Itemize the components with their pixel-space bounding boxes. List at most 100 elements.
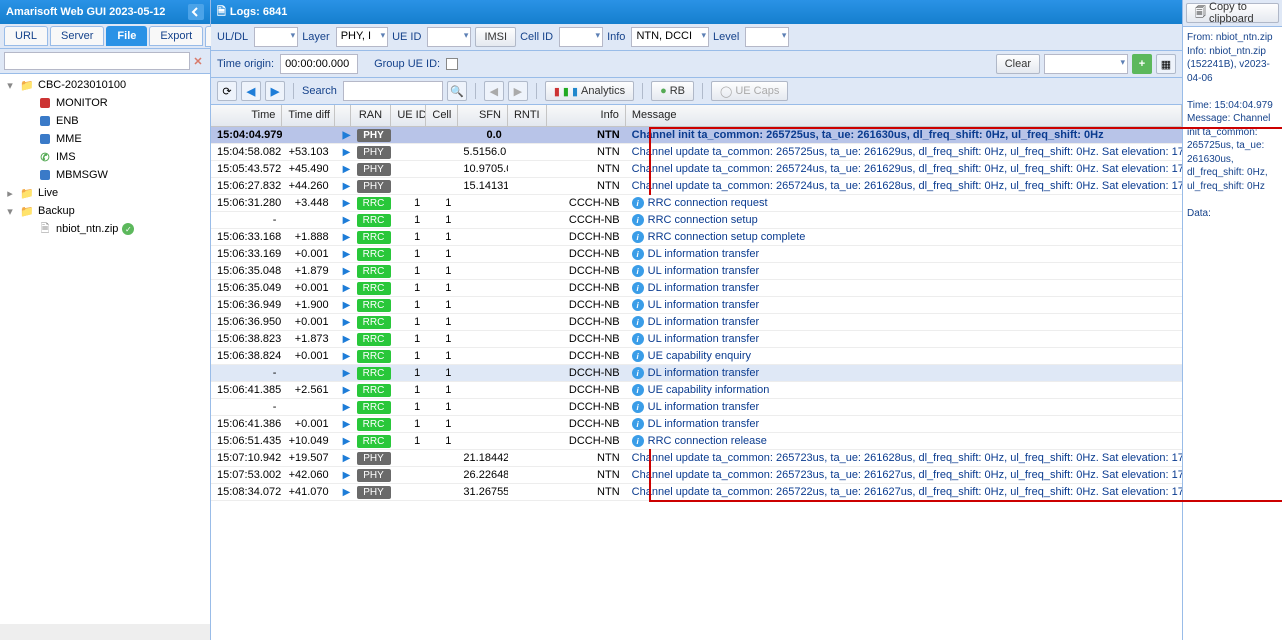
collapse-left-icon[interactable]	[188, 4, 204, 20]
table-row[interactable]: 15:06:38.823+1.873▶RRC11DCCH-NBiUL infor…	[211, 331, 1182, 348]
table-row[interactable]: 15:06:41.385+2.561▶RRC11DCCH-NBiUE capab…	[211, 382, 1182, 399]
uecaps-button[interactable]: ◯ UE Caps	[711, 81, 788, 101]
tree-node[interactable]: MME	[0, 130, 210, 148]
table-row[interactable]: 15:06:33.168+1.888▶RRC11DCCH-NBiRRC conn…	[211, 229, 1182, 246]
expand-icon[interactable]: ▾	[4, 205, 16, 218]
nav-refresh-icon[interactable]: ⟳	[217, 81, 237, 101]
tree-node[interactable]: ✆IMS	[0, 148, 210, 166]
direction-icon: ▶	[343, 368, 351, 379]
table-row[interactable]: -▶RRC11DCCH-NBiDL information transfer	[211, 365, 1182, 382]
tab-server[interactable]: Server	[50, 26, 104, 46]
tree-filter-clear-icon[interactable]: ✕	[190, 55, 206, 68]
cell-msg: Channel update ta_common: 265724us, ta_u…	[626, 180, 1182, 192]
table-row[interactable]: 15:06:36.949+1.900▶RRC11DCCH-NBiUL infor…	[211, 297, 1182, 314]
tree-filter-input[interactable]	[4, 52, 190, 70]
group-ue-checkbox[interactable]	[446, 58, 458, 70]
tab-export[interactable]: Export	[149, 26, 203, 46]
tree-node[interactable]: ▸📁Live	[0, 184, 210, 202]
add-button-icon[interactable]: +	[1132, 54, 1152, 74]
uldl-select[interactable]	[254, 27, 298, 47]
table-row[interactable]: 15:06:36.950+0.001▶RRC11DCCH-NBiDL infor…	[211, 314, 1182, 331]
info-icon: i	[632, 248, 644, 260]
col-cell[interactable]: Cell	[426, 105, 457, 126]
col-info[interactable]: Info	[547, 105, 626, 126]
expand-icon[interactable]: ▸	[4, 187, 16, 200]
layer-label: Layer	[302, 31, 330, 43]
col-diff[interactable]: Time diff	[282, 105, 334, 126]
search-go-icon[interactable]: 🔍	[447, 81, 467, 101]
left-hscroll[interactable]	[0, 624, 210, 640]
clear-select[interactable]	[1044, 54, 1128, 74]
time-origin-input[interactable]	[280, 54, 358, 74]
analytics-button[interactable]: ▮▮▮Analytics	[545, 81, 634, 101]
table-row[interactable]: 15:06:31.280+3.448▶RRC11CCCH-NBiRRC conn…	[211, 195, 1182, 212]
table-row[interactable]: -▶RRC11DCCH-NBiUL information transfer	[211, 399, 1182, 416]
table-row[interactable]: 15:06:35.049+0.001▶RRC11DCCH-NBiDL infor…	[211, 280, 1182, 297]
folder-icon: 📁	[19, 78, 35, 92]
tree-node[interactable]: MBMSGW	[0, 166, 210, 184]
table-row[interactable]: 15:08:34.072+41.070▶PHY31.26755.0NTNChan…	[211, 484, 1182, 501]
col-msg[interactable]: Message	[626, 105, 1182, 126]
cell-dir: ▶	[335, 163, 351, 175]
table-row[interactable]: -▶RRC11CCCH-NBiRRC connection setup	[211, 212, 1182, 229]
table-row[interactable]: 15:07:10.942+19.507▶PHY21.18442.0NTNChan…	[211, 450, 1182, 467]
search-next-icon[interactable]: ▶	[508, 81, 528, 101]
table-row[interactable]: 15:06:35.048+1.879▶RRC11DCCH-NBiUL infor…	[211, 263, 1182, 280]
ran-badge: RRC	[357, 265, 391, 278]
level-select[interactable]	[745, 27, 789, 47]
col-dir[interactable]	[335, 105, 351, 126]
col-ueid[interactable]: UE ID	[391, 105, 426, 126]
table-row[interactable]: 15:06:51.435+10.049▶RRC11DCCH-NBiRRC con…	[211, 433, 1182, 450]
table-row[interactable]: 15:07:53.002+42.060▶PHY26.22648.0NTNChan…	[211, 467, 1182, 484]
grid-settings-icon[interactable]: ▦	[1156, 54, 1176, 74]
col-time[interactable]: Time	[211, 105, 282, 126]
tab-url[interactable]: URL	[4, 26, 48, 46]
direction-icon: ▶	[343, 283, 351, 294]
tree-node[interactable]: 🗎nbiot_ntn.zip✓	[0, 220, 210, 238]
expand-icon[interactable]: ▾	[4, 79, 16, 92]
tab-file[interactable]: File	[106, 26, 147, 46]
rb-button[interactable]: ●RB	[651, 81, 694, 101]
info-icon: i	[632, 316, 644, 328]
cell-diff: +10.049	[282, 435, 334, 447]
search-prev-icon[interactable]: ◀	[484, 81, 504, 101]
table-row[interactable]: 15:04:04.979▶PHY0.0NTNChannel init ta_co…	[211, 127, 1182, 144]
copy-clipboard-button[interactable]: 🗐 Copy to clipboard	[1186, 3, 1279, 23]
table-row[interactable]: 15:06:38.824+0.001▶RRC11DCCH-NBiUE capab…	[211, 348, 1182, 365]
search-input[interactable]	[343, 81, 443, 101]
grid-body[interactable]: 15:04:04.979▶PHY0.0NTNChannel init ta_co…	[211, 127, 1182, 640]
col-rnti[interactable]: RNTI	[508, 105, 547, 126]
ueid-select[interactable]	[427, 27, 471, 47]
cellid-select[interactable]	[559, 27, 603, 47]
cell-info: DCCH-NB	[547, 282, 626, 294]
cell-ran: PHY	[351, 486, 392, 499]
table-row[interactable]: 15:06:33.169+0.001▶RRC11DCCH-NBiDL infor…	[211, 246, 1182, 263]
direction-icon: ▶	[343, 436, 351, 447]
table-row[interactable]: 15:06:41.386+0.001▶RRC11DCCH-NBiDL infor…	[211, 416, 1182, 433]
info-select[interactable]: NTN, DCCI	[631, 27, 709, 47]
col-sfn[interactable]: SFN	[458, 105, 508, 126]
direction-icon: ▶	[343, 164, 351, 175]
table-row[interactable]: 15:04:58.082+53.103▶PHY5.5156.0NTNChanne…	[211, 144, 1182, 161]
zip-icon: 🗎	[37, 222, 53, 236]
imsi-button[interactable]: IMSI	[475, 27, 516, 47]
msg-text: UL information transfer	[648, 333, 759, 345]
table-row[interactable]: 15:05:43.572+45.490▶PHY10.9705.0NTNChann…	[211, 161, 1182, 178]
tree-label: MBMSGW	[56, 169, 108, 181]
log-details: From: nbiot_ntn.zip Info: nbiot_ntn.zip …	[1183, 27, 1282, 224]
cell-cell: 1	[426, 248, 457, 260]
nav-prev-icon[interactable]: ◀	[241, 81, 261, 101]
table-row[interactable]: 15:06:27.832+44.260▶PHY15.14131.0NTNChan…	[211, 178, 1182, 195]
tree-node[interactable]: ▾📁CBC-2023010100	[0, 76, 210, 94]
info-icon: i	[632, 231, 644, 243]
tree-node[interactable]: ▾📁Backup	[0, 202, 210, 220]
tree-node[interactable]: MONITOR	[0, 94, 210, 112]
cell-time: 15:06:41.385	[211, 384, 282, 396]
clear-button[interactable]: Clear	[996, 54, 1040, 74]
layer-select[interactable]: PHY, I	[336, 27, 388, 47]
col-ran[interactable]: RAN	[351, 105, 392, 126]
nav-next-icon[interactable]: ▶	[265, 81, 285, 101]
tree-node[interactable]: ENB	[0, 112, 210, 130]
grid-header: TimeTime diff RANUE IDCellSFNRNTIInfoMess…	[211, 105, 1182, 127]
cell-cell: 1	[426, 418, 457, 430]
